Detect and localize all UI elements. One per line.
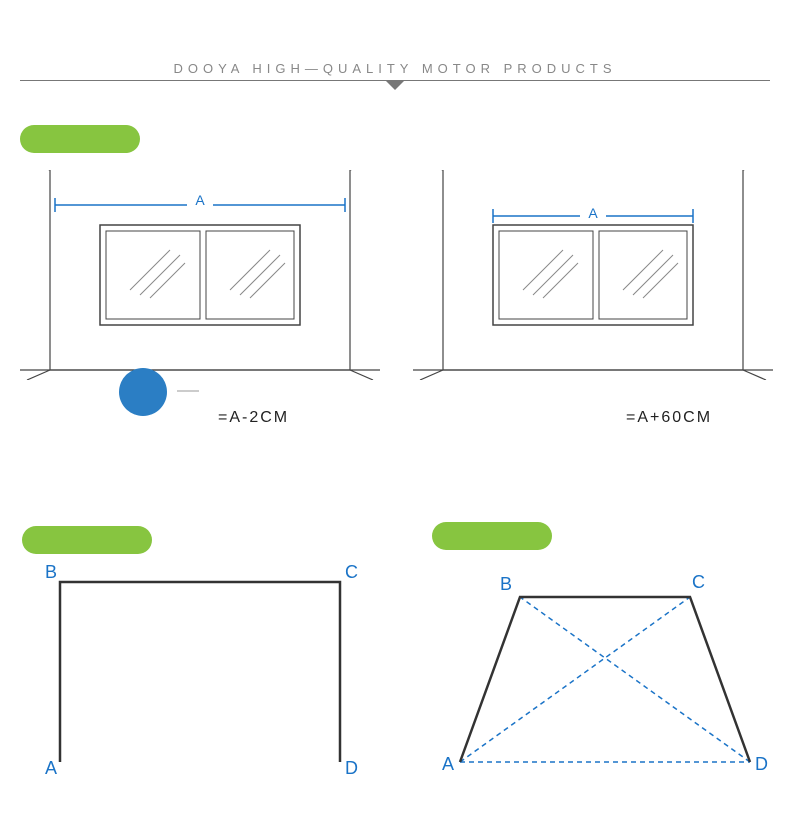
vertex-d2: D: [755, 754, 768, 775]
vertex-c1: C: [345, 562, 358, 583]
header: DOOYA HIGH—QUALITY MOTOR PRODUCTS: [20, 60, 770, 78]
svg-text:A: A: [588, 205, 598, 221]
room-diagram-2: A: [413, 170, 773, 380]
gray-dash-icon: [177, 390, 199, 392]
geometry-trapezoid: A B C D: [440, 562, 770, 772]
room-diagram-1: A A: [20, 170, 380, 380]
vertex-c2: C: [692, 572, 705, 593]
section-pill-1: [20, 125, 140, 153]
section-pill-3: [432, 522, 552, 550]
vertex-b1: B: [45, 562, 57, 583]
formula-2: =A+60CM: [626, 409, 712, 427]
header-arrow-icon: [385, 80, 405, 90]
vertex-d1: D: [345, 758, 358, 779]
header-text: DOOYA HIGH—QUALITY MOTOR PRODUCTS: [173, 61, 616, 76]
geometry-u-shape: A B C D: [40, 562, 360, 772]
formula-1: =A-2CM: [218, 409, 289, 427]
svg-text:A: A: [195, 192, 205, 208]
blue-dot-icon: [119, 368, 167, 416]
vertex-b2: B: [500, 574, 512, 595]
vertex-a2: A: [442, 754, 454, 775]
vertex-a1: A: [45, 758, 57, 779]
section-pill-2: [22, 526, 152, 554]
